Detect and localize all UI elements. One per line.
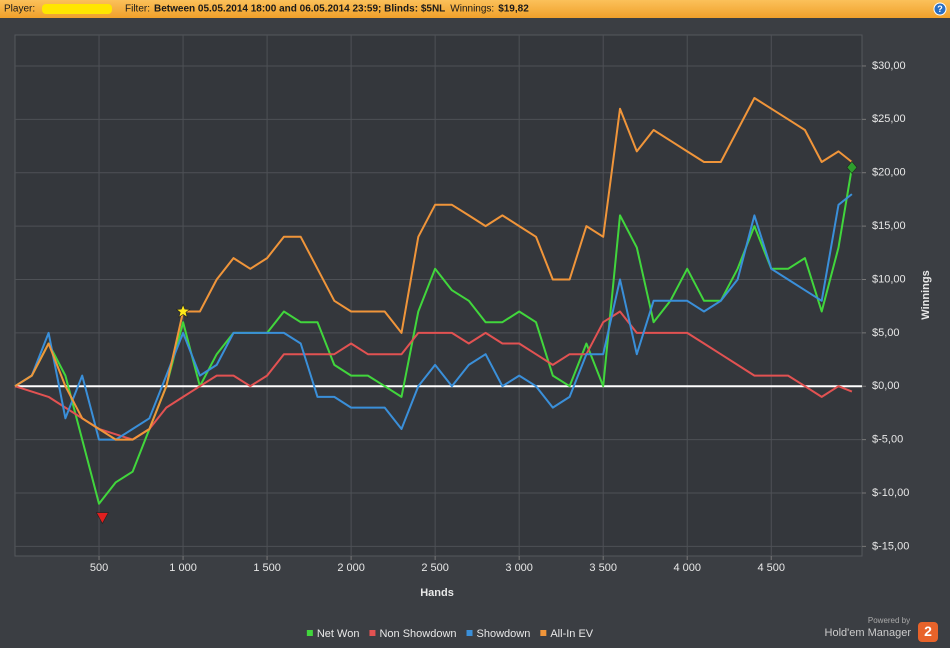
powered-by: Powered by <box>868 616 910 625</box>
y-tick-label: $10,00 <box>872 273 906 285</box>
winnings-label: Winnings: <box>450 4 494 15</box>
y-axis-label: Winnings <box>920 270 932 319</box>
y-tick-label: $-15,00 <box>872 540 909 552</box>
y-tick-label: $-5,00 <box>872 434 903 446</box>
brand-version: 2 <box>924 623 932 639</box>
y-tick-label: $30,00 <box>872 60 906 72</box>
y-tick-label: $-10,00 <box>872 487 909 499</box>
x-tick-label: 3 500 <box>589 562 617 574</box>
filter-text: Between 05.05.2014 18:00 and 06.05.2014 … <box>154 4 445 15</box>
legend-swatch <box>369 630 376 636</box>
x-tick-label: 1 500 <box>253 562 281 574</box>
legend-swatch <box>306 630 313 636</box>
marker <box>175 303 191 318</box>
brand: Hold'em Manager <box>825 627 912 639</box>
y-tick-label: $20,00 <box>872 167 906 179</box>
help-button[interactable] <box>933 2 947 16</box>
series-line <box>14 310 853 441</box>
legend-swatch <box>466 630 473 636</box>
legend-label: Showdown <box>477 628 531 640</box>
x-tick-label: 2 000 <box>337 562 365 574</box>
x-tick-label: 2 500 <box>421 562 449 574</box>
x-tick-label: 4 500 <box>757 562 785 574</box>
player-label: Player: <box>4 4 35 15</box>
y-tick-label: $25,00 <box>872 113 906 125</box>
help-icon[interactable]: ? <box>937 4 943 14</box>
y-tick-label: $0,00 <box>872 380 900 392</box>
series-line <box>14 193 853 441</box>
legend-label: Non Showdown <box>379 628 456 640</box>
x-axis-label: Hands <box>420 587 454 599</box>
redacted-name <box>42 4 112 14</box>
winnings-value: $19,82 <box>498 4 529 15</box>
plot-area <box>14 34 863 557</box>
marker <box>846 160 858 174</box>
series-line <box>14 97 853 441</box>
marker <box>95 512 109 525</box>
y-tick-label: $5,00 <box>872 327 900 339</box>
x-tick-label: 3 000 <box>505 562 533 574</box>
legend-label: All-In EV <box>550 628 593 640</box>
x-tick-label: 500 <box>90 562 108 574</box>
x-tick-label: 1 000 <box>169 562 197 574</box>
filter-label: Filter: <box>125 4 150 15</box>
header-bar <box>0 0 950 18</box>
brand-logo <box>918 622 938 642</box>
legend-swatch <box>540 630 547 636</box>
x-tick-label: 4 000 <box>673 562 701 574</box>
y-tick-label: $15,00 <box>872 220 906 232</box>
legend-label: Net Won <box>317 628 360 640</box>
